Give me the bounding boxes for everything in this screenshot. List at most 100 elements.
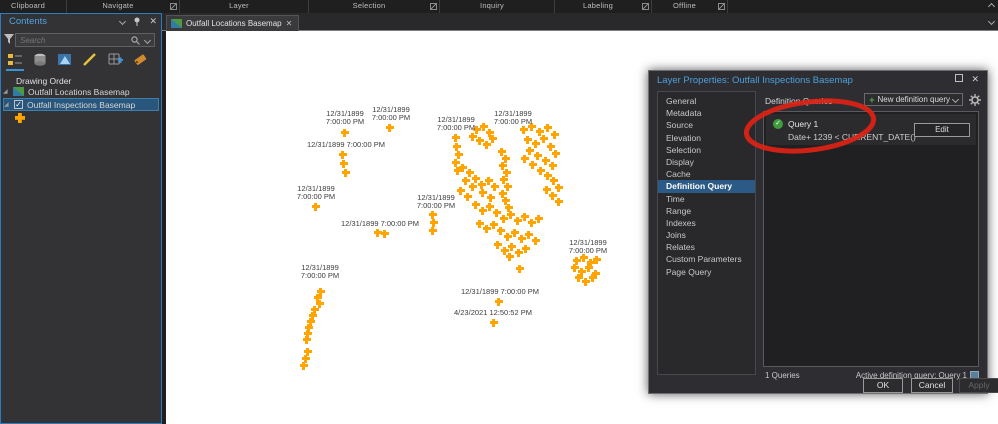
ribbon-group-clipboard[interactable]: Clipboard xyxy=(0,0,67,13)
gear-icon[interactable] xyxy=(969,94,981,106)
layer-name: Outfall Locations Basemap xyxy=(28,86,130,97)
dialog-tab-custom-parameters[interactable]: Custom Parameters xyxy=(666,254,742,265)
map-date-label: 12/31/1899 7:00:00 PM xyxy=(325,109,365,126)
outfall-point-marker xyxy=(515,249,523,257)
outfall-point-marker xyxy=(342,169,350,177)
ribbon-group-selection[interactable]: Selection xyxy=(309,0,440,13)
outfall-point-marker xyxy=(536,128,544,136)
tab-outfall-locations-basemap[interactable]: Outfall Locations Basemap ✕ xyxy=(166,15,300,31)
outfall-point-marker xyxy=(495,298,503,306)
dialog-title-bar[interactable]: Layer Properties: Outfall Inspections Ba… xyxy=(649,71,987,91)
dialog-tab-range[interactable]: Range xyxy=(666,205,692,216)
map-date-label: 12/31/1899 7:00:00 PM xyxy=(436,115,476,132)
outfall-point-marker xyxy=(540,135,548,143)
outfall-point-marker xyxy=(500,176,508,184)
map-layer-icon xyxy=(13,87,24,96)
outfall-point-marker xyxy=(500,215,508,223)
close-dialog-icon[interactable]: ✕ xyxy=(971,74,979,84)
outfall-point-marker xyxy=(340,160,348,168)
pin-icon[interactable] xyxy=(133,17,141,26)
outfall-point-marker xyxy=(479,207,487,215)
outfall-point-marker xyxy=(549,162,557,170)
dialog-launcher-icon[interactable] xyxy=(430,3,437,10)
section-drawing-order: Drawing Order xyxy=(16,76,72,86)
ribbon-group-labeling[interactable]: Labeling xyxy=(555,0,652,13)
outfall-point-marker xyxy=(457,187,465,195)
labeling-icon[interactable] xyxy=(132,52,148,68)
list-by-drawing-order-icon[interactable] xyxy=(6,52,24,71)
dialog-tab-indexes[interactable]: Indexes xyxy=(666,217,696,228)
outfall-point-marker xyxy=(507,211,515,219)
outfall-point-marker xyxy=(490,319,498,327)
ribbon-group-offline[interactable]: Offline xyxy=(652,0,728,13)
dialog-tab-source[interactable]: Source xyxy=(666,120,693,131)
list-by-editing-icon[interactable] xyxy=(82,52,98,68)
dialog-tab-display[interactable]: Display xyxy=(666,156,694,167)
layer-row-outfall-inspections-basemap[interactable]: ◢ ✓ Outfall Inspections Basemap xyxy=(3,98,159,111)
query-card[interactable]: ✓ Query 1 Date+ 1239 < CURRENT_DATE() Ed… xyxy=(766,114,976,145)
outfall-point-marker xyxy=(464,193,472,201)
outfall-point-marker xyxy=(555,184,563,192)
outfall-point-marker xyxy=(499,190,507,198)
maximize-icon[interactable] xyxy=(955,74,963,82)
outfall-point-marker xyxy=(476,220,484,228)
dialog-launcher-icon[interactable] xyxy=(642,3,649,10)
outfall-point-marker xyxy=(462,177,470,185)
contents-toolbar xyxy=(6,52,148,71)
outfall-point-marker xyxy=(472,175,480,183)
ribbon-group-layer[interactable]: Layer xyxy=(180,0,309,13)
ok-button[interactable]: OK xyxy=(863,378,903,393)
search-input[interactable] xyxy=(20,35,130,46)
layer-name: Outfall Inspections Basemap xyxy=(27,99,136,110)
outfall-point-marker xyxy=(534,152,542,160)
dialog-title: Layer Properties: Outfall Inspections Ba… xyxy=(657,75,853,86)
outfall-point-marker xyxy=(524,136,532,144)
layer-row-outfall-locations-basemap[interactable]: ◢ Outfall Locations Basemap xyxy=(3,85,159,98)
dialog-tab-cache[interactable]: Cache xyxy=(666,169,691,180)
dialog-tab-time[interactable]: Time xyxy=(666,193,685,204)
dialog-tab-metadata[interactable]: Metadata xyxy=(666,108,702,119)
dialog-tab-general[interactable]: General xyxy=(666,96,697,106)
map-date-label: 12/31/1899 7:00:00 PM xyxy=(296,184,336,201)
contents-pane-title: Contents xyxy=(9,16,48,27)
apply-button[interactable]: Apply xyxy=(959,378,998,393)
dialog-tab-relates[interactable]: Relates xyxy=(666,242,695,253)
tab-close-icon[interactable]: ✕ xyxy=(285,18,293,28)
filter-icon[interactable] xyxy=(4,34,14,44)
close-pane-icon[interactable]: ✕ xyxy=(149,16,157,26)
outfall-point-marker xyxy=(317,288,325,296)
dialog-tab-page-query[interactable]: Page Query xyxy=(666,266,712,277)
dialog-launcher-icon[interactable] xyxy=(170,3,177,10)
edit-query-button[interactable]: Edit xyxy=(914,123,970,137)
list-by-snapping-icon[interactable] xyxy=(107,52,123,68)
outfall-point-marker xyxy=(455,151,463,159)
dialog-tab-elevation[interactable]: Elevation xyxy=(666,132,701,143)
ribbon-group-navigate[interactable]: Navigate xyxy=(67,0,180,13)
list-by-data-source-icon[interactable] xyxy=(32,52,48,68)
cancel-button[interactable]: Cancel xyxy=(911,378,953,393)
outfall-point-marker xyxy=(585,264,593,272)
map-date-label: 12/31/1899 7:00:00 PM xyxy=(371,105,411,122)
outfall-point-marker xyxy=(469,183,477,191)
expander-icon[interactable]: ◢ xyxy=(4,102,9,108)
search-box xyxy=(15,33,155,47)
dialog-launcher-icon[interactable] xyxy=(718,3,725,10)
outfall-point-marker xyxy=(555,198,563,206)
expander-icon[interactable]: ◢ xyxy=(3,89,8,95)
new-definition-query-button[interactable]: + New definition query xyxy=(864,93,963,106)
outfall-point-marker xyxy=(580,254,588,262)
dialog-tab-joins[interactable]: Joins xyxy=(666,230,686,241)
layer-visibility-checkbox[interactable]: ✓ xyxy=(14,100,23,109)
dialog-tab-definition-query[interactable]: Definition Query xyxy=(658,180,755,193)
dialog-tab-selection[interactable]: Selection xyxy=(666,144,701,155)
outfall-point-marker xyxy=(543,186,551,194)
panel-header: Definition Queries xyxy=(765,96,833,106)
ribbon-group-inquiry[interactable]: Inquiry xyxy=(440,0,555,13)
outfall-point-marker xyxy=(525,231,533,239)
outfall-point-marker xyxy=(478,181,486,189)
outfall-point-marker xyxy=(526,147,534,155)
outfall-point-marker xyxy=(521,155,529,163)
list-by-selection-icon[interactable] xyxy=(57,52,73,68)
